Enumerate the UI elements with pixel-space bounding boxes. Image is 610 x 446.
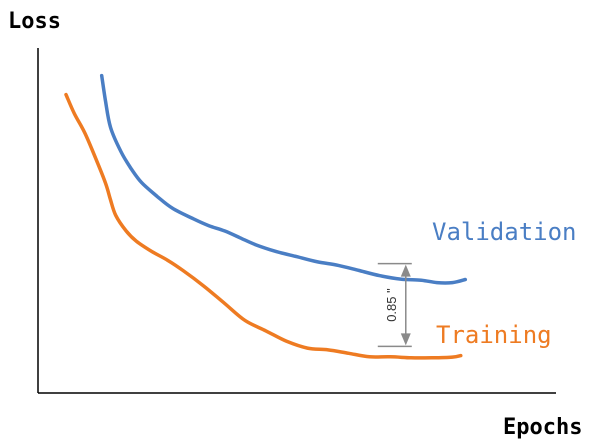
- gap-annotation: 0.85 ": [377, 262, 412, 348]
- gap-arrow-head-down: [400, 333, 411, 346]
- series-layer: Validation Training: [64, 73, 577, 360]
- series-line-training: [64, 92, 463, 360]
- gap-arrow-head-up: [400, 264, 411, 277]
- series-line-validation: [99, 73, 468, 285]
- gap-value-label: 0.85 ": [384, 288, 399, 322]
- y-axis-label: Loss: [8, 9, 61, 34]
- series-label-validation: Validation: [432, 218, 577, 246]
- series-label-training: Training: [436, 321, 552, 349]
- x-axis-label: Epochs: [503, 415, 582, 440]
